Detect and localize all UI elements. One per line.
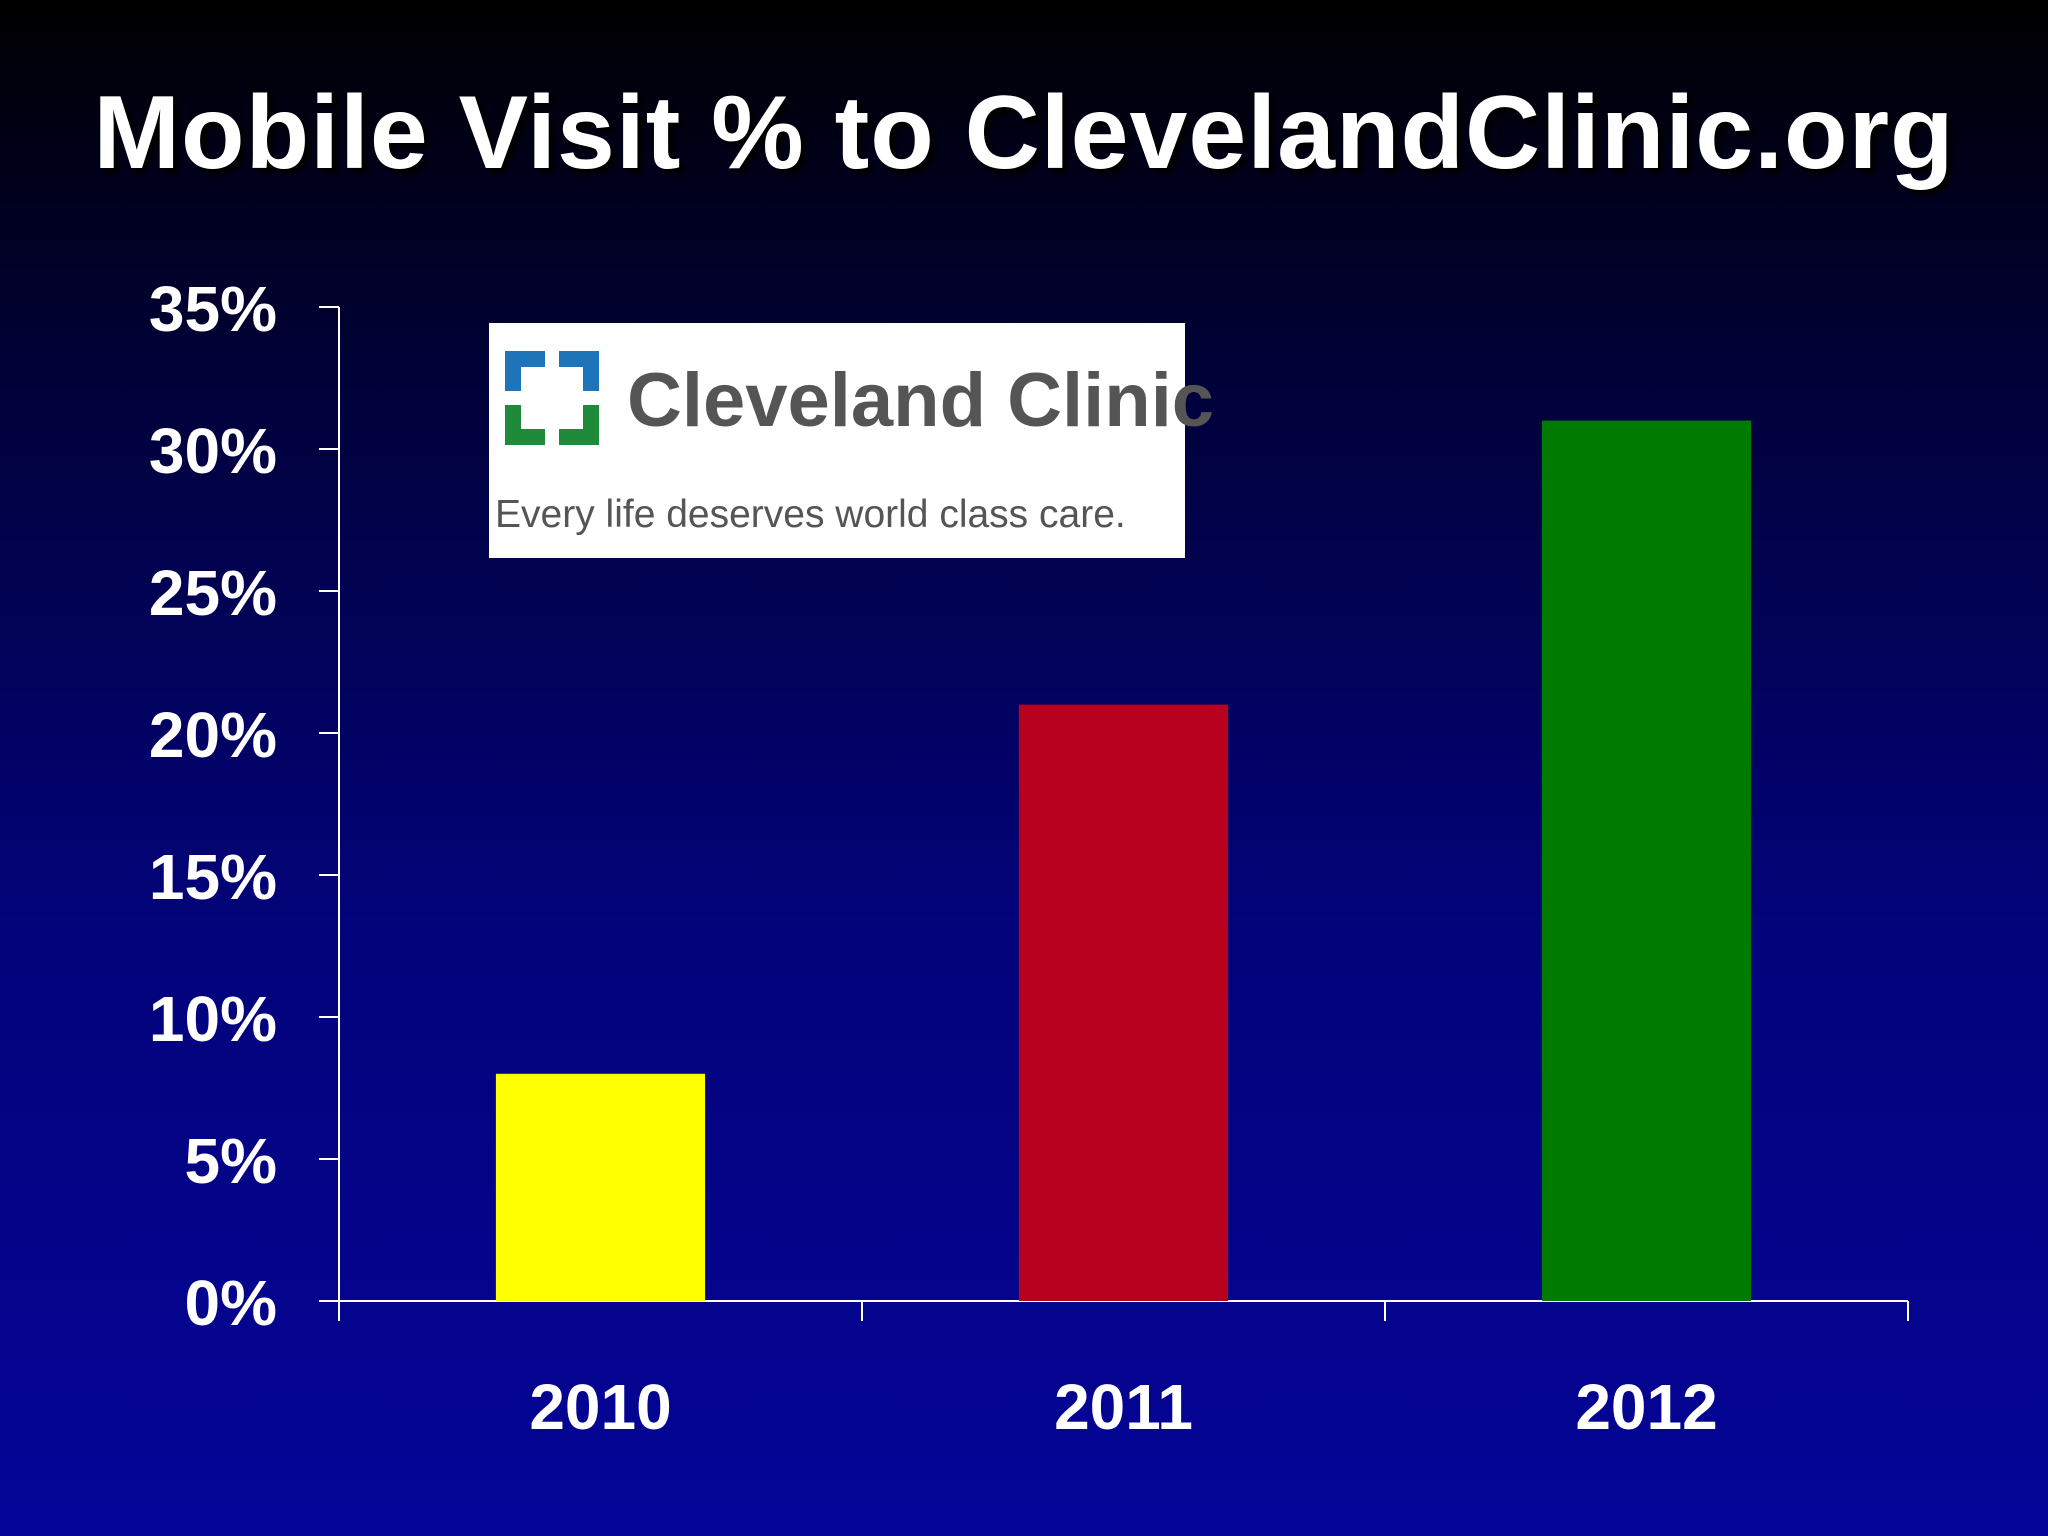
x-axis: 2010 2011 2012 — [338, 1300, 1909, 1443]
bar-2011 — [1018, 704, 1229, 1301]
y-tick-label: 0% — [185, 1267, 278, 1339]
y-tick-label: 25% — [149, 557, 277, 629]
y-tick-label: 15% — [149, 841, 277, 913]
bar-2012 — [1541, 420, 1752, 1302]
slide-title: Mobile Visit % to ClevelandClinic.org — [93, 75, 1955, 191]
bars — [495, 420, 1752, 1302]
x-tick-label: 2012 — [1575, 1371, 1717, 1443]
y-tick-label: 20% — [149, 699, 277, 771]
y-axis: 0% 5% 10% 15% 20% 25% 30% 35% — [149, 273, 340, 1339]
y-tick-label: 5% — [185, 1125, 278, 1197]
x-tick-label: 2011 — [1054, 1371, 1193, 1443]
logo-name: Cleveland Clinic — [627, 358, 1215, 443]
logo-tagline: Every life deserves world class care. — [495, 493, 1126, 536]
cleveland-clinic-cross-icon — [505, 351, 599, 445]
bar-2010 — [495, 1073, 706, 1301]
cleveland-clinic-logo: Cleveland Clinic Every life deserves wor… — [489, 323, 1214, 558]
x-tick-label: 2010 — [529, 1371, 671, 1443]
y-tick-label: 10% — [149, 983, 277, 1055]
y-tick-label: 30% — [149, 415, 277, 487]
y-tick-label: 35% — [149, 273, 277, 345]
